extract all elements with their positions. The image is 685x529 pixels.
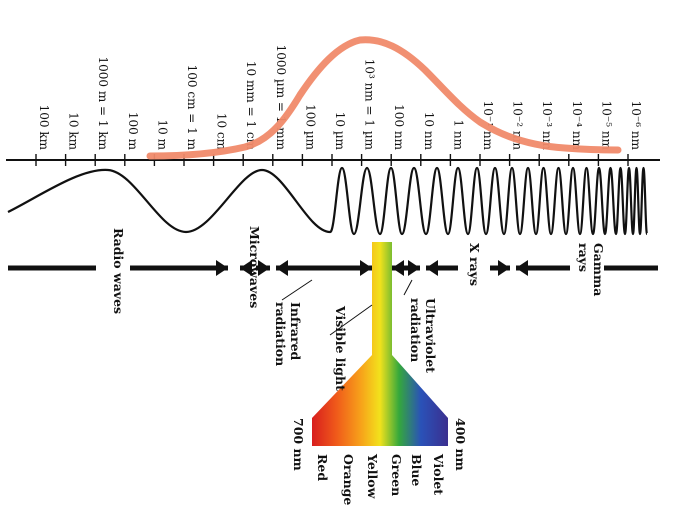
arrow-head — [216, 260, 228, 276]
color-name: Green — [389, 454, 404, 496]
band-arrows — [8, 260, 658, 276]
scale-label: 10⁻⁶ nm — [629, 101, 643, 151]
scale-label: 1000 µm = 1 mm — [274, 45, 288, 151]
scale-label: 10 km — [67, 112, 81, 150]
color-name: Blue — [409, 454, 424, 486]
microwaves-label: Microwaves — [247, 226, 262, 308]
scale-label: 100 m — [126, 112, 140, 151]
xrays-label: X rays — [467, 243, 482, 286]
axis-ticks — [35, 154, 629, 166]
scale-label: 10⁻⁵ nm — [599, 101, 613, 151]
arrow-head — [360, 260, 372, 276]
scale-label: 100 km — [37, 105, 51, 151]
color-name: Violet — [431, 453, 446, 495]
scale-label: 1 nm — [451, 119, 465, 150]
wavelength-700-label: 700 nm — [291, 418, 306, 471]
highlight-curve — [146, 36, 622, 160]
gamma-label-1: Gamma — [591, 243, 606, 296]
scale-label: 100 µm — [303, 104, 317, 151]
color-name: Red — [315, 454, 330, 481]
scale-label: 10 mm = 1 cm — [244, 61, 258, 151]
scale-label: 10³ nm = 1 µm — [363, 59, 377, 151]
scale-labels: 100 km 10 km 1000 m = 1 km 100 m 10 m 100 cm … — [37, 45, 643, 151]
radio-waves-label: Radio waves — [111, 228, 126, 314]
scale-label: 10 cm — [215, 113, 229, 151]
scale-label: 10 m — [155, 120, 169, 151]
arrow-head — [498, 260, 510, 276]
visible-callout — [329, 304, 373, 336]
scale-label: 10⁻⁴ nm — [570, 101, 584, 151]
infrared-callout — [281, 279, 313, 301]
visible-spectrum-funnel — [312, 242, 448, 446]
wavelength-400-label: 400 nm — [453, 418, 468, 471]
scale-label: 1000 m = 1 km — [96, 56, 110, 150]
arrow-head — [408, 260, 420, 276]
color-names: Red Orange Yellow Green Blue Violet — [315, 453, 446, 505]
scale-label: 10 µm — [333, 112, 347, 151]
scale-label: 10⁻³ nm — [540, 101, 554, 151]
scale-label: 100 cm = 1 m — [185, 65, 199, 151]
visible-light-label: Visible light — [333, 305, 348, 391]
scale-label: 10 nm — [422, 112, 436, 151]
wave-curve — [7, 166, 649, 236]
color-name: Yellow — [365, 453, 380, 500]
gamma-label-2: rays — [576, 243, 591, 272]
color-name: Orange — [341, 454, 356, 505]
ultraviolet-callout — [403, 279, 413, 296]
scale-label: 100 nm — [392, 104, 406, 150]
infrared-label-1: Infrared — [288, 302, 303, 361]
ultraviolet-label-1: Ultraviolet — [423, 298, 438, 373]
infrared-label-2: radiation — [273, 302, 288, 366]
ultraviolet-label-2: radiation — [408, 298, 423, 362]
